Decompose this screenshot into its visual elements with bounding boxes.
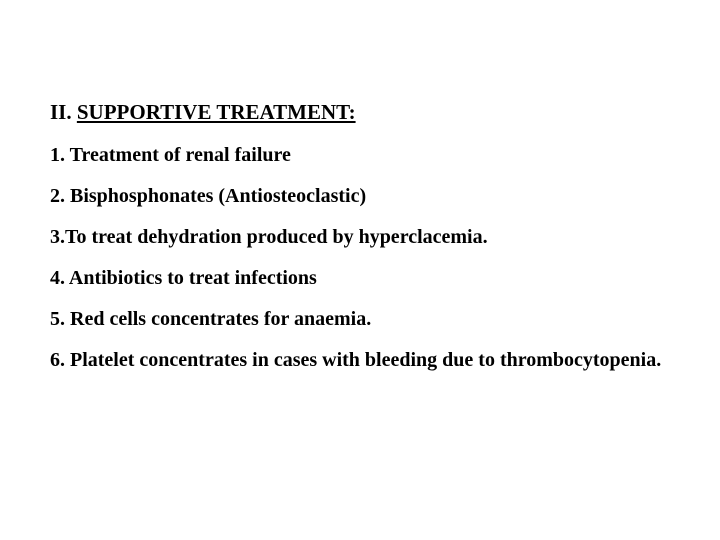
section-heading: II. SUPPORTIVE TREATMENT:	[50, 100, 670, 125]
list-item: 4. Antibiotics to treat infections	[50, 266, 670, 290]
heading-prefix: II.	[50, 100, 77, 124]
list-item: 6. Platelet concentrates in cases with b…	[50, 348, 670, 372]
list-item: 3.To treat dehydration produced by hyper…	[50, 225, 670, 249]
list-item: 2. Bisphosphonates (Antiosteoclastic)	[50, 184, 670, 208]
heading-underlined: SUPPORTIVE TREATMENT:	[77, 100, 356, 124]
list-item: 1. Treatment of renal failure	[50, 143, 670, 167]
slide-content: II. SUPPORTIVE TREATMENT: 1. Treatment o…	[0, 0, 720, 372]
list-item: 5. Red cells concentrates for anaemia.	[50, 307, 670, 331]
